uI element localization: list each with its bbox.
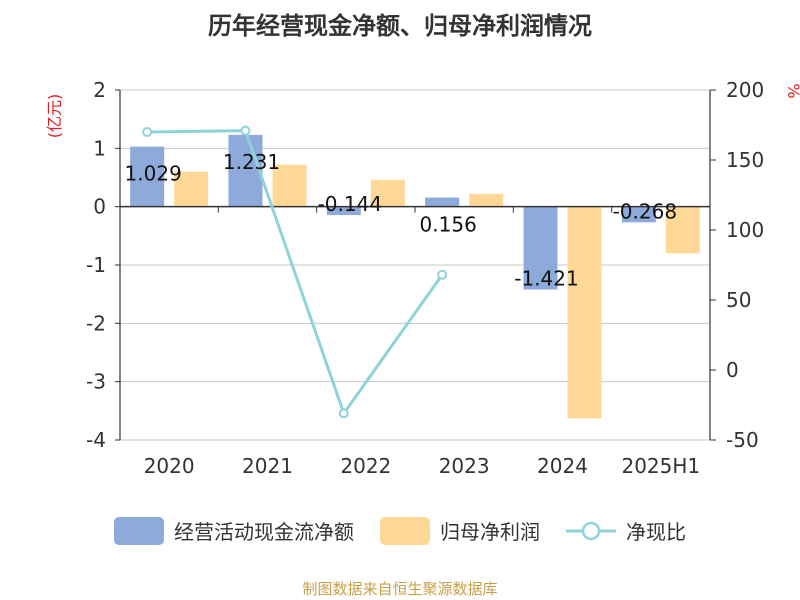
tick-labels: -4 -3 -2 -1 0 1 2 -50 0 50 100 150 200 2020 2021 2022 20…: [86, 78, 764, 478]
y-right-tick-label: 200: [726, 78, 764, 102]
data-label-cash-flow: -1.421: [514, 267, 578, 291]
axes: [115, 89, 716, 441]
bar-net-profit: [370, 179, 405, 207]
bar-cash-flow: [326, 206, 361, 216]
ratio-point: [142, 127, 153, 137]
legend-item-cash-flow[interactable]: 经营活动现金流净额: [114, 516, 354, 545]
bar-net-profit: [174, 171, 209, 207]
legend: 经营活动现金流净额 归母净利润 净现比: [0, 516, 800, 545]
ratio-line: [147, 129, 444, 417]
legend-label-ratio: 净现比: [626, 520, 686, 544]
bar-cash-flow: [228, 134, 263, 207]
data-label-cash-flow: -0.268: [613, 199, 677, 223]
bar-net-profit: [665, 206, 700, 254]
grid-lines: [120, 89, 710, 441]
y-left-tick-label: 0: [93, 195, 106, 219]
legend-label-cash-flow: 经营活动现金流净额: [174, 520, 354, 544]
bar-cash-flow: [523, 206, 558, 290]
x-tick-label: 2021: [242, 454, 293, 478]
data-labels: 1.029 1.231 -0.144 0.156 -1.421 -0.268: [125, 150, 678, 291]
x-tick-label: 2025H1: [621, 454, 700, 478]
y-right-tick-label: 50: [726, 288, 751, 312]
y-right-tick-label: -50: [726, 428, 759, 452]
legend-line-marker-icon: [566, 521, 616, 540]
y-left-tick-label: -3: [86, 370, 106, 394]
data-label-cash-flow: 1.231: [223, 150, 280, 174]
x-tick-label: 2023: [439, 454, 490, 478]
source-note: 制图数据来自恒生聚源数据库: [302, 580, 498, 598]
chart-title: 历年经营现金净额、归母净利润情况: [208, 12, 592, 40]
y-axis-right-label: %: [784, 83, 800, 98]
ratio-point: [240, 125, 251, 136]
y-left-tick-label: -1: [86, 253, 106, 277]
ratio-point: [338, 408, 349, 419]
legend-label-net-profit: 归母净利润: [440, 520, 540, 544]
bar-series: [130, 134, 700, 419]
x-tick-label: 2024: [537, 454, 588, 478]
y-right-tick-label: 100: [726, 218, 764, 242]
data-label-cash-flow: 0.156: [420, 213, 477, 237]
bar-net-profit: [567, 206, 602, 419]
y-left-tick-label: 1: [93, 136, 106, 160]
y-left-tick-label: -2: [86, 311, 106, 335]
legend-item-ratio[interactable]: 净现比: [566, 516, 686, 545]
bar-cash-flow: [621, 206, 656, 223]
bar-net-profit: [469, 193, 504, 207]
y-right-tick-label: 0: [726, 358, 739, 382]
data-label-cash-flow: 1.029: [125, 162, 182, 186]
y-left-tick-label: -4: [86, 428, 106, 452]
ratio-point: [437, 269, 448, 280]
bar-cash-flow: [130, 146, 165, 207]
legend-item-net-profit[interactable]: 归母净利润: [380, 516, 540, 545]
x-tick-label: 2022: [340, 454, 391, 478]
bar-cash-flow: [425, 197, 460, 207]
bar-net-profit: [272, 164, 307, 207]
x-tick-label: 2020: [144, 454, 195, 478]
y-right-tick-label: 150: [726, 148, 764, 172]
y-left-tick-label: 2: [93, 78, 106, 102]
ratio-line-series: [142, 125, 448, 419]
legend-swatch-cash-flow: [114, 516, 164, 545]
data-label-cash-flow: -0.144: [318, 192, 382, 216]
legend-swatch-net-profit: [380, 516, 430, 545]
y-axis-left-label: (亿元): [45, 94, 64, 139]
